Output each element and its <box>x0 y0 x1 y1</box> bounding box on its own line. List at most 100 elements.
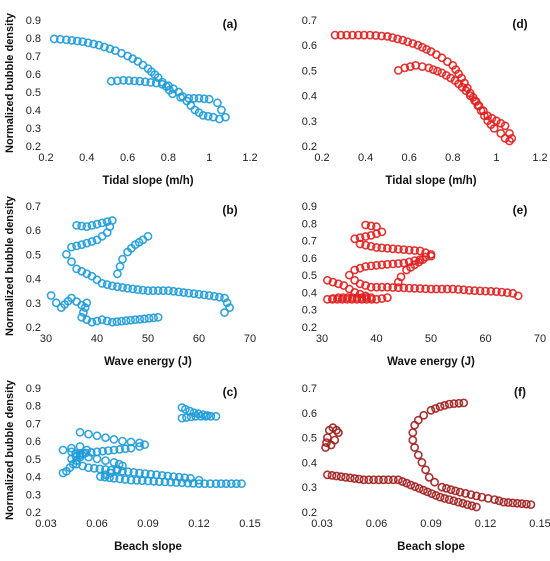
data-point <box>140 469 150 478</box>
data-point <box>204 94 214 104</box>
data-point <box>417 457 427 467</box>
data-point <box>126 315 136 325</box>
data-point <box>151 78 161 88</box>
panel-label: (a) <box>223 17 238 31</box>
data-point <box>336 30 346 40</box>
data-point <box>94 40 104 50</box>
data-point <box>118 283 127 292</box>
data-point <box>322 438 331 447</box>
data-point <box>496 118 506 128</box>
data-point <box>226 479 236 489</box>
data-point <box>163 81 173 91</box>
x-tick-label: 50 <box>142 333 154 345</box>
data-point <box>174 287 183 297</box>
data-point <box>424 472 434 482</box>
data-point <box>184 288 194 298</box>
x-axis-label: Tidal slope (m/h) <box>102 175 193 187</box>
data-point <box>89 463 99 473</box>
data-point <box>377 31 386 41</box>
data-point <box>92 447 102 457</box>
data-point <box>121 316 131 326</box>
data-point <box>490 495 499 504</box>
data-point <box>117 316 126 326</box>
data-point <box>191 411 200 421</box>
panel-label: (f) <box>514 385 526 399</box>
data-point <box>388 475 398 485</box>
data-point <box>350 474 360 483</box>
data-point <box>337 294 347 304</box>
data-point <box>97 231 107 241</box>
data-point <box>423 487 432 497</box>
data-point <box>503 498 513 507</box>
y-tick-label: 0.5 <box>302 270 317 282</box>
data-point <box>393 244 403 254</box>
data-point <box>97 218 107 228</box>
data-point <box>84 463 93 473</box>
x-tick-label: 1 <box>206 152 212 164</box>
data-point <box>82 222 92 231</box>
data-point <box>361 232 370 241</box>
data-point <box>369 475 378 485</box>
data-point <box>326 440 336 450</box>
data-point <box>361 281 370 290</box>
data-point <box>481 286 490 296</box>
data-point <box>115 444 125 454</box>
x-tick-label: 0.03 <box>35 518 56 530</box>
x-tick-label: 30 <box>40 333 52 345</box>
data-point <box>513 291 523 301</box>
data-point <box>109 473 119 483</box>
data-point <box>118 436 127 446</box>
data-point <box>186 101 196 110</box>
data-point <box>402 478 412 488</box>
data-point <box>327 294 337 304</box>
data-point <box>67 36 77 45</box>
data-point <box>211 479 221 489</box>
data-point <box>430 477 439 487</box>
data-point <box>138 285 148 295</box>
y-tick-label: 0.8 <box>26 33 41 45</box>
data-point <box>51 298 61 308</box>
panel-d: 0.2 0.3 0.4 0.5 0.6 0.7 0.2 0.4 0.6 0.8 1 1.2 Tidal … <box>302 15 548 187</box>
data-point <box>75 442 85 451</box>
data-point <box>103 446 113 455</box>
data-point <box>126 475 136 485</box>
y-tick-label: 0.8 <box>26 401 41 413</box>
data-point <box>225 303 234 312</box>
data-point <box>97 278 107 288</box>
data-point <box>62 249 71 259</box>
data-point <box>448 284 458 294</box>
data-point <box>92 316 102 326</box>
data-point <box>458 498 468 508</box>
data-point <box>348 30 357 40</box>
x-axis-label: Tidal slope (m/h) <box>385 175 476 187</box>
data-point <box>82 445 92 455</box>
data-point <box>113 76 122 86</box>
data-point <box>442 284 452 294</box>
data-point <box>180 473 190 483</box>
y-tick-label: 0.6 <box>26 69 41 81</box>
data-point <box>393 66 403 75</box>
data-point <box>140 77 150 87</box>
data-point <box>449 399 459 409</box>
y-tick-label: 0.7 <box>26 201 41 213</box>
data-point <box>100 42 109 52</box>
data-point <box>517 499 527 509</box>
data-point <box>433 66 442 76</box>
data-point <box>196 411 206 421</box>
data-point <box>410 482 420 492</box>
panel-f: 0.2 0.3 0.4 0.5 0.6 0.7 0.03 0.06 0.09 0.12 0.15 Be… <box>302 383 550 553</box>
data-point <box>169 286 178 296</box>
data-point <box>494 496 504 506</box>
data-point <box>179 288 189 297</box>
data-point <box>322 433 332 442</box>
data-point <box>413 415 423 425</box>
data-point <box>382 282 392 292</box>
data-point <box>87 317 97 327</box>
data-point <box>97 315 107 325</box>
data-point <box>406 480 416 490</box>
data-point <box>500 121 510 131</box>
data-point <box>437 284 447 294</box>
data-point <box>67 454 76 464</box>
data-point <box>350 234 360 244</box>
y-tick-label: 0.5 <box>26 87 41 99</box>
